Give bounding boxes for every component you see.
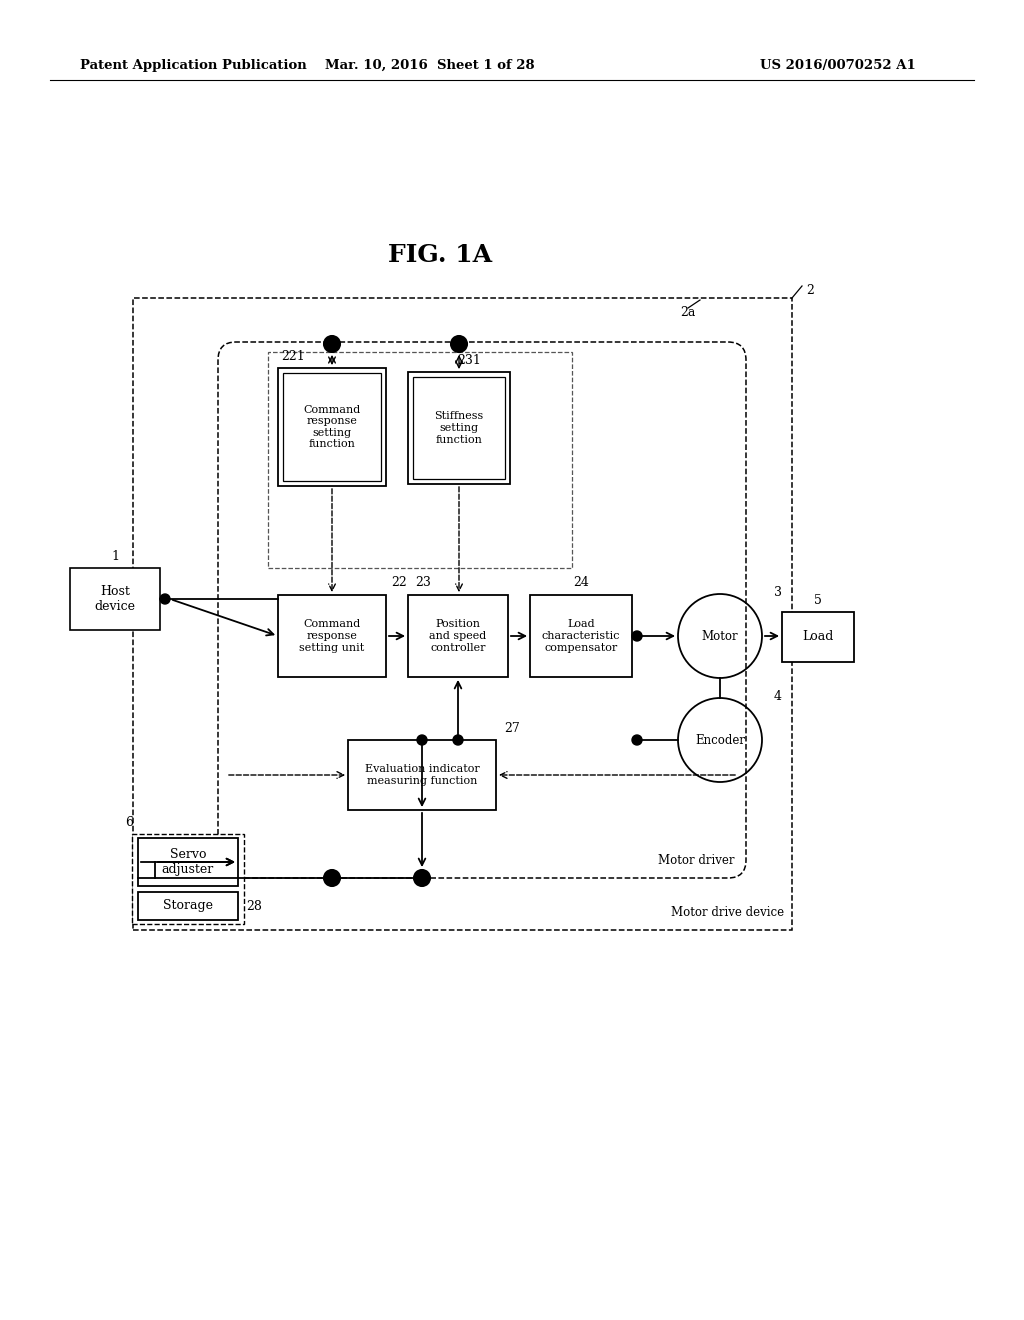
- Text: 2: 2: [806, 284, 814, 297]
- Text: Load: Load: [803, 631, 834, 644]
- Text: 2a: 2a: [680, 306, 695, 319]
- Text: Patent Application Publication: Patent Application Publication: [80, 58, 307, 71]
- Bar: [70, 568, 160, 630]
- Bar: [782, 612, 854, 663]
- Circle shape: [451, 337, 467, 352]
- Circle shape: [632, 735, 642, 744]
- Text: Storage: Storage: [163, 899, 213, 912]
- Text: FIG. 1A: FIG. 1A: [388, 243, 493, 267]
- Circle shape: [324, 337, 340, 352]
- Circle shape: [160, 594, 170, 605]
- Text: 22: 22: [391, 577, 407, 590]
- Bar: [138, 838, 238, 886]
- Text: 1: 1: [111, 549, 119, 562]
- Bar: [278, 368, 386, 486]
- Circle shape: [453, 735, 463, 744]
- Text: Encoder: Encoder: [695, 734, 745, 747]
- Text: Motor: Motor: [701, 630, 738, 643]
- Text: 28: 28: [246, 899, 262, 912]
- Text: Servo
adjuster: Servo adjuster: [162, 847, 214, 876]
- Text: 4: 4: [774, 689, 782, 702]
- Text: Mar. 10, 2016  Sheet 1 of 28: Mar. 10, 2016 Sheet 1 of 28: [326, 58, 535, 71]
- Text: Load
characteristic
compensator: Load characteristic compensator: [542, 619, 621, 652]
- Text: 5: 5: [814, 594, 822, 606]
- Text: 3: 3: [774, 586, 782, 598]
- Text: Position
and speed
controller: Position and speed controller: [429, 619, 486, 652]
- Circle shape: [417, 735, 427, 744]
- Text: Motor driver: Motor driver: [657, 854, 734, 866]
- Text: 231: 231: [457, 354, 481, 367]
- Text: US 2016/0070252 A1: US 2016/0070252 A1: [760, 58, 915, 71]
- Text: 23: 23: [415, 577, 431, 590]
- Bar: [413, 378, 505, 479]
- Bar: [348, 741, 496, 810]
- Bar: [408, 372, 510, 484]
- Text: 27: 27: [504, 722, 520, 734]
- Bar: [408, 595, 508, 677]
- Text: Evaluation indicator
measuring function: Evaluation indicator measuring function: [365, 764, 479, 785]
- Text: 221: 221: [282, 350, 305, 363]
- Text: 24: 24: [573, 577, 589, 590]
- Circle shape: [414, 870, 430, 886]
- Bar: [132, 834, 244, 924]
- Text: 6: 6: [125, 817, 133, 829]
- Bar: [138, 892, 238, 920]
- Bar: [268, 352, 572, 568]
- Text: Command
response
setting unit: Command response setting unit: [299, 619, 365, 652]
- Text: Motor drive device: Motor drive device: [671, 906, 784, 919]
- Bar: [530, 595, 632, 677]
- Text: Command
response
setting
function: Command response setting function: [303, 405, 360, 449]
- Bar: [283, 374, 381, 480]
- FancyBboxPatch shape: [218, 342, 746, 878]
- Text: Stiffness
setting
function: Stiffness setting function: [434, 412, 483, 445]
- Circle shape: [324, 870, 340, 886]
- Text: Host
device: Host device: [94, 585, 135, 612]
- Circle shape: [632, 631, 642, 642]
- Bar: [133, 298, 792, 931]
- Bar: [278, 595, 386, 677]
